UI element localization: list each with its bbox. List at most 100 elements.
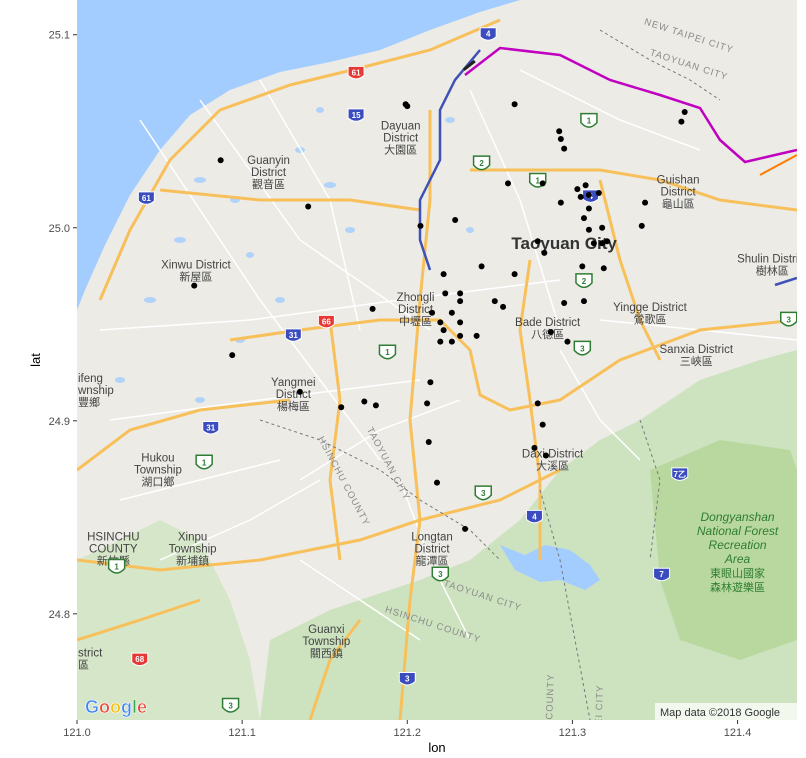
highway-shield-icon — [347, 65, 365, 80]
data-point — [678, 118, 685, 125]
route-shield: 3 — [573, 340, 592, 356]
county-label: IPEI CITY — [593, 684, 606, 736]
data-point — [600, 265, 607, 272]
place-name-chinese: 楊梅區 — [277, 399, 310, 413]
data-point — [541, 249, 548, 256]
place-name: Zhongli — [397, 292, 435, 304]
place-name: Xinpu — [178, 531, 207, 543]
data-point — [338, 404, 345, 411]
data-point — [440, 271, 447, 278]
sea — [77, 0, 520, 310]
y-tick-label: 24.9 — [49, 416, 70, 428]
route-shield: 1 — [107, 558, 126, 574]
data-point — [500, 303, 507, 310]
data-point — [437, 319, 444, 326]
highway-shield-icon — [525, 509, 543, 524]
y-tick-label: 25.1 — [49, 30, 70, 42]
data-point — [642, 199, 649, 206]
data-point — [491, 298, 498, 305]
reservoir — [500, 545, 600, 590]
x-tick-label: 121.2 — [394, 727, 422, 739]
place-name: Guanyin — [247, 155, 290, 167]
route-number: 1 — [114, 563, 119, 572]
data-point — [585, 205, 592, 212]
place-name-chinese: 八德區 — [531, 327, 564, 341]
data-point — [557, 199, 564, 206]
map-panel: GuanyinDistrict觀音區DayuanDistrict大園區Xinwu… — [77, 0, 797, 736]
route-shield: 4 — [525, 509, 543, 524]
route-number: 4 — [532, 512, 537, 521]
place-name-chinese: 新屋區 — [179, 269, 212, 283]
highway-shield-icon — [284, 328, 302, 342]
data-point — [547, 329, 554, 336]
place-name-chinese: 大溪區 — [536, 458, 569, 472]
data-point — [427, 379, 434, 386]
place-name: strict — [78, 647, 103, 659]
data-point — [442, 290, 449, 297]
place-name-chinese: 豐鄉 — [78, 396, 100, 409]
data-point — [574, 186, 581, 193]
route-shield: 3 — [779, 311, 797, 327]
place-name: Yingge District — [613, 302, 688, 314]
data-point — [417, 222, 424, 229]
highway-shield-icon — [131, 652, 149, 667]
place-name-chinese: 三峽區 — [680, 355, 713, 368]
data-point — [437, 338, 444, 345]
provincial-route-shield-icon — [195, 454, 213, 470]
place-type: COUNTY — [89, 543, 138, 555]
highway-shield-icon — [202, 421, 220, 435]
provincial-route-shield-icon — [580, 112, 598, 128]
x-tick-label: 121.0 — [63, 727, 91, 739]
route-number: 3 — [405, 674, 410, 683]
data-point — [473, 332, 480, 339]
route-number: 31 — [206, 424, 215, 433]
place-type: Township — [302, 636, 350, 648]
route-shields: 6161154663131684477乙3112123311333 — [107, 27, 797, 713]
data-point — [582, 182, 589, 189]
place-name-chinese: 區 — [78, 658, 89, 671]
data-point — [638, 222, 645, 229]
recreation-area — [650, 440, 797, 660]
data-point — [361, 398, 368, 405]
data-point — [531, 444, 538, 451]
place-type: District — [251, 167, 287, 179]
recreation-area-name-chinese: 森林遊樂區 — [710, 580, 765, 594]
place-name: Daxi District — [522, 448, 584, 460]
highway-shield-icon — [479, 27, 497, 41]
route-shield: 1 — [580, 112, 598, 128]
google-logo: Google — [85, 697, 148, 718]
place-name-chinese: 湖口鄉 — [141, 475, 174, 488]
route-number: 3 — [481, 489, 486, 498]
data-point — [511, 271, 518, 278]
place-name: HSINCHU — [87, 531, 139, 543]
map-attribution: Map data ©2018 Google — [660, 707, 780, 719]
route-shield: 3 — [221, 697, 240, 713]
data-point — [604, 238, 611, 245]
highways — [77, 18, 797, 720]
route-shield: 2 — [472, 155, 491, 171]
place-name: Sanxia District — [660, 344, 734, 356]
route-number: 15 — [352, 111, 361, 120]
place-name-chinese: 龜山區 — [662, 197, 695, 210]
data-point — [585, 226, 592, 233]
x-tick-label: 121.1 — [228, 727, 256, 739]
data-point — [404, 103, 411, 110]
highway-shield-icon — [137, 191, 155, 205]
route-number: 3 — [787, 315, 792, 324]
route-number: 31 — [289, 331, 298, 340]
place-type: Township — [169, 543, 217, 555]
recreation-area-name: National Forest — [697, 524, 779, 538]
route-number: 1 — [587, 117, 592, 126]
route-number: 3 — [228, 701, 233, 710]
data-point — [217, 157, 224, 164]
data-point — [534, 238, 541, 245]
data-point — [425, 439, 432, 446]
